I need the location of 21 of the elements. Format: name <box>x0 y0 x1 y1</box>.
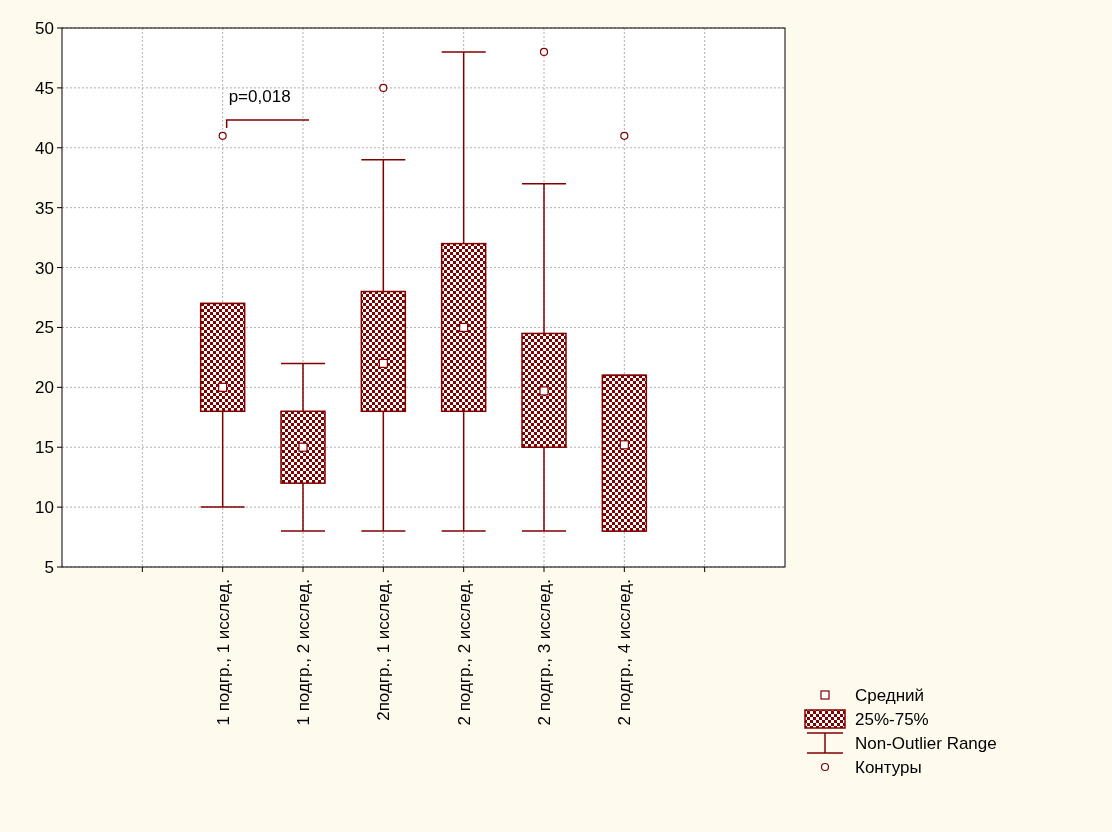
y-tick-label: 45 <box>35 78 54 98</box>
text: Контуры <box>855 757 922 777</box>
y-tick-label: 5 <box>44 557 54 577</box>
y-tick-label: 35 <box>35 198 54 218</box>
text: Средний <box>855 685 925 705</box>
y-tick-label: 25 <box>35 318 54 338</box>
y-tick-label: 50 <box>35 18 54 38</box>
y-tick-label: 15 <box>35 438 54 458</box>
y-tick-label: 10 <box>35 498 54 518</box>
text: 25%-75% <box>855 709 929 729</box>
x-tick-label: 2подгр., 1 исслед. <box>374 579 394 721</box>
x-tick-label: 2 подгр., 4 исслед. <box>615 579 635 726</box>
x-tick-label: 1 подгр., 2 исслед. <box>294 579 313 726</box>
y-tick-label: 20 <box>35 378 54 398</box>
x-tick-label: 2 подгр., 2 исслед. <box>454 579 474 726</box>
x-tick-label: 1 подгр., 1 исслед. <box>213 579 233 726</box>
x-tick-label: 2 подгр., 3 исслед. <box>535 579 554 726</box>
text: Non-Outlier Range <box>855 733 997 753</box>
annotation: p=0,018 <box>228 87 291 106</box>
y-tick-label: 30 <box>35 258 54 278</box>
y-tick-label: 40 <box>35 138 54 158</box>
